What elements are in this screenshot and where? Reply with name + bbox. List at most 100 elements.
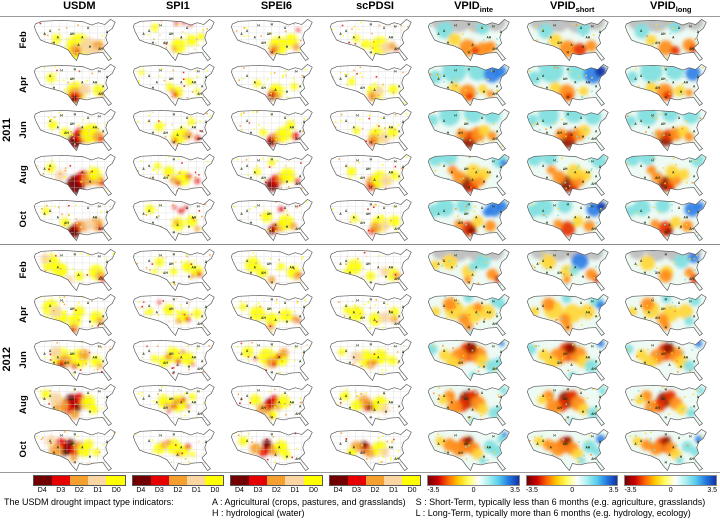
impact-letter: A <box>599 350 602 354</box>
impact-letter: AH <box>261 176 266 180</box>
impact-letter: AH <box>388 266 393 270</box>
impact-letter: A <box>204 75 207 79</box>
impact-letter: AH <box>98 227 103 231</box>
impact-letter: H <box>567 186 570 190</box>
impact-letter: H <box>286 45 289 49</box>
colorbar-segment <box>329 476 348 485</box>
colorbar-labels: D4 D3 D2 D1 D0 <box>230 486 323 495</box>
impact-letter: A <box>496 314 499 318</box>
impact-letter: A <box>595 174 598 178</box>
map-cells-row: A A H A A H AH H A A H H A A AH H AH H A A H H H A AH AH A AH A H A H A A… <box>30 152 720 197</box>
impact-letter: A <box>669 133 672 137</box>
impact-letter: H <box>447 131 450 135</box>
map-cell: A H A AH AH A AH A H H A <box>30 337 129 382</box>
impact-letter: H <box>546 176 549 180</box>
colorbar-labels: D4 D3 D2 D1 D0 <box>329 486 422 495</box>
impact-letter: A <box>580 391 583 395</box>
impact-letter: A <box>542 439 545 443</box>
column-headers: USDM SPI1 SPEI6 scPDSI VPIDinte VPIDshor… <box>0 0 720 16</box>
impact-letter: A <box>299 129 302 133</box>
impact-letter: AH <box>366 262 371 266</box>
impact-letter: H <box>455 253 458 257</box>
impact-letter: H <box>159 68 162 72</box>
impact-letter: A <box>246 439 249 443</box>
impact-letter: H <box>60 433 63 437</box>
impact-letter: H <box>591 344 594 348</box>
impact-letter: A <box>201 129 204 133</box>
impact-letter: H <box>74 371 77 375</box>
legend-gutter <box>0 475 30 495</box>
impact-letter: A <box>496 359 499 363</box>
impact-letter: A <box>536 442 539 446</box>
impact-letter: AH <box>661 32 666 36</box>
impact-letter: H <box>151 176 154 180</box>
impact-letter: A <box>542 394 545 398</box>
impact-letter: H <box>172 112 175 116</box>
legend-discrete-cell: D4 D3 D2 D1 D0 <box>30 475 129 495</box>
impact-letter: AH <box>366 167 371 171</box>
impact-letter: A <box>443 29 446 33</box>
colorbar-tick-label: D1 <box>389 487 399 494</box>
impact-letter: A <box>155 401 158 405</box>
impact-letter: A <box>673 81 676 85</box>
map-cell: A H H A A AH H AH H A <box>227 152 326 197</box>
impact-letter: H <box>98 69 101 73</box>
impact-letter: A <box>402 350 405 354</box>
impact-letter: A <box>574 266 577 270</box>
colorbar-segment <box>402 476 421 485</box>
impact-letter: A <box>148 164 151 168</box>
impact-letter: AH <box>93 216 98 220</box>
impact-letter: H <box>286 90 289 94</box>
impact-letter: A <box>102 314 105 318</box>
map-cell: A A A AH A A H H H A <box>326 382 425 427</box>
impact-letter: H <box>546 86 549 90</box>
impact-letter: H <box>172 231 175 235</box>
impact-letter: A <box>148 439 151 443</box>
map-row: Aug A A H A A H AH H A A H H A A AH H AH H A A H H H A AH AH A AH A H A… <box>0 152 720 197</box>
impact-letter: AH <box>690 227 695 231</box>
colorbar-tick-label: D3 <box>154 487 164 494</box>
impact-letter: AH <box>388 446 393 450</box>
impact-letter: H <box>493 434 496 438</box>
impact-letter: A <box>549 36 552 40</box>
map-cell: A H A A AH A A AH A H H <box>227 292 326 337</box>
impact-letter: A <box>373 88 376 92</box>
impact-letter: A <box>299 314 302 318</box>
impact-letter: A <box>106 440 109 444</box>
impact-letter: AH <box>394 457 399 461</box>
impact-letter: A <box>246 394 249 398</box>
impact-letter: AH <box>591 412 596 416</box>
month-label: Apr <box>18 76 29 93</box>
impact-letter: AH <box>70 122 75 126</box>
impact-letter: H <box>74 67 77 71</box>
impact-letter: A <box>640 439 643 443</box>
impact-letter: AH <box>191 356 196 360</box>
impact-letter: AH <box>557 406 562 410</box>
impact-letter: AH <box>585 81 590 85</box>
impact-letter: A <box>697 30 700 34</box>
impact-letter: H <box>652 158 655 162</box>
map-cell: A H A H A AH A H H H A <box>129 197 228 242</box>
impact-letter: AH <box>464 397 469 401</box>
map-cell: A H H A A AH A AH H H H <box>30 427 129 472</box>
impact-letter: H <box>447 451 450 455</box>
impact-letter: AH <box>563 397 568 401</box>
vpid-gradient-colorbar <box>427 475 520 486</box>
impact-letter: A <box>246 29 249 33</box>
column-title: SPI1 <box>165 0 190 12</box>
impact-letter: H <box>553 158 556 162</box>
impact-letter: A <box>475 216 478 220</box>
impact-letter: A <box>254 36 257 40</box>
impact-letter: H <box>349 316 352 320</box>
gradient-tick-labels: -3.5 0 3.5 <box>624 486 717 495</box>
impact-letter: A <box>542 119 545 123</box>
impact-letter: AH <box>661 352 666 356</box>
column-title: VPID <box>454 0 480 12</box>
impact-letter: H <box>151 41 154 45</box>
impact-letter: AH <box>267 32 272 36</box>
